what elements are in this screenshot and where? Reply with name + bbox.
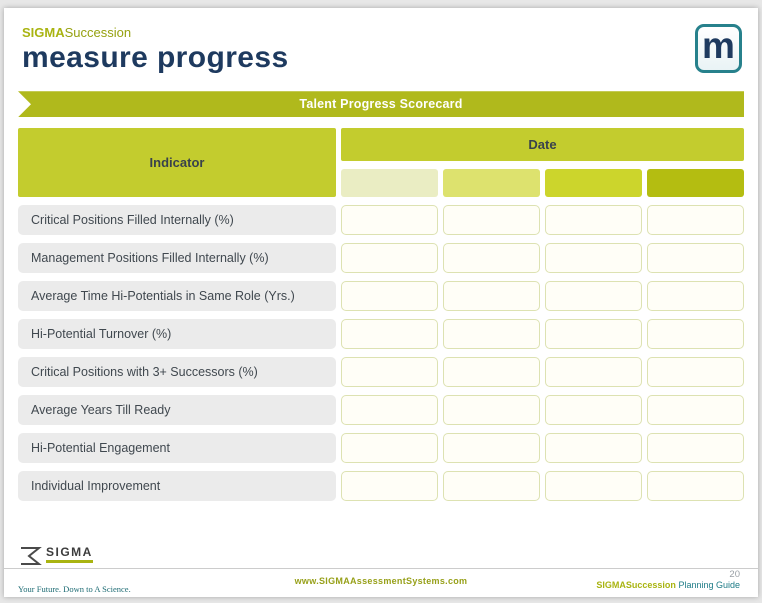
score-cell	[341, 433, 438, 464]
score-cell	[341, 243, 438, 274]
footer-website-link[interactable]: www.SIGMAAssessmentSystems.com	[294, 576, 468, 586]
column-header-indicator: Indicator	[18, 128, 336, 198]
score-cell	[443, 281, 540, 312]
date-subheader-cell	[647, 169, 744, 198]
score-cell	[443, 471, 540, 502]
brand-wordmark: SIGMASuccession	[22, 25, 740, 40]
sigma-icon	[21, 547, 42, 565]
score-cell	[647, 395, 744, 426]
row-label: Critical Positions Filled Internally (%)	[18, 205, 336, 236]
brand-succession: Succession	[64, 25, 132, 40]
score-cell	[341, 357, 438, 388]
date-subheader-cell	[341, 169, 438, 198]
row-label: Individual Improvement	[18, 471, 336, 502]
score-cell	[647, 357, 744, 388]
score-cell	[647, 243, 744, 274]
row-label: Average Time Hi-Potentials in Same Role …	[18, 281, 336, 312]
scorecard-table: Indicator Date Critical Positions Filled…	[18, 128, 744, 502]
sigma-logo: SIGMA	[18, 546, 93, 566]
score-cell	[443, 433, 540, 464]
score-cell	[545, 319, 642, 350]
score-cell	[443, 205, 540, 236]
score-cell	[647, 471, 744, 502]
page-header: SIGMASuccession measure progress m	[4, 8, 758, 75]
row-label: Average Years Till Ready	[18, 395, 336, 426]
row-label: Management Positions Filled Internally (…	[18, 243, 336, 274]
m-logo-letter: m	[702, 25, 735, 66]
footer-tagline: Your Future. Down to A Science.	[18, 584, 131, 594]
row-label: Hi-Potential Engagement	[18, 433, 336, 464]
score-cell	[647, 433, 744, 464]
date-subheader-cell	[443, 169, 540, 198]
score-cell	[443, 319, 540, 350]
score-cell	[443, 243, 540, 274]
page-title: measure progress	[22, 41, 289, 75]
row-label: Hi-Potential Turnover (%)	[18, 319, 336, 350]
score-cell	[545, 395, 642, 426]
guide-label: Planning Guide	[678, 580, 740, 590]
footer-guide-label: SIGMASuccession Planning Guide	[596, 580, 740, 590]
sigma-logo-text: SIGMA	[46, 545, 93, 559]
scorecard-banner: Talent Progress Scorecard	[18, 91, 744, 118]
score-cell	[341, 205, 438, 236]
score-cell	[341, 319, 438, 350]
page-footer: SIGMA Your Future. Down to A Science. ww…	[4, 539, 758, 597]
score-cell	[443, 395, 540, 426]
score-cell	[545, 243, 642, 274]
page-number: 20	[729, 569, 740, 580]
score-cell	[341, 281, 438, 312]
score-cell	[443, 357, 540, 388]
column-header-date: Date	[341, 128, 744, 162]
score-cell	[545, 433, 642, 464]
score-cell	[545, 281, 642, 312]
score-cell	[647, 319, 744, 350]
score-cell	[647, 205, 744, 236]
score-cell	[341, 471, 438, 502]
m-logo: m	[695, 24, 742, 73]
brand-sigma: SIGMA	[22, 25, 65, 40]
footer-divider	[4, 568, 758, 569]
score-cell	[545, 205, 642, 236]
sigma-logo-bar	[46, 560, 93, 563]
scorecard-banner-title: Talent Progress Scorecard	[299, 97, 463, 112]
guide-brand: SIGMASuccession	[596, 580, 676, 590]
score-cell	[647, 281, 744, 312]
date-subheader-cell	[545, 169, 642, 198]
slide-page: SIGMASuccession measure progress m Talen…	[4, 8, 758, 597]
score-cell	[545, 357, 642, 388]
row-label: Critical Positions with 3+ Successors (%…	[18, 357, 336, 388]
score-cell	[545, 471, 642, 502]
score-cell	[341, 395, 438, 426]
